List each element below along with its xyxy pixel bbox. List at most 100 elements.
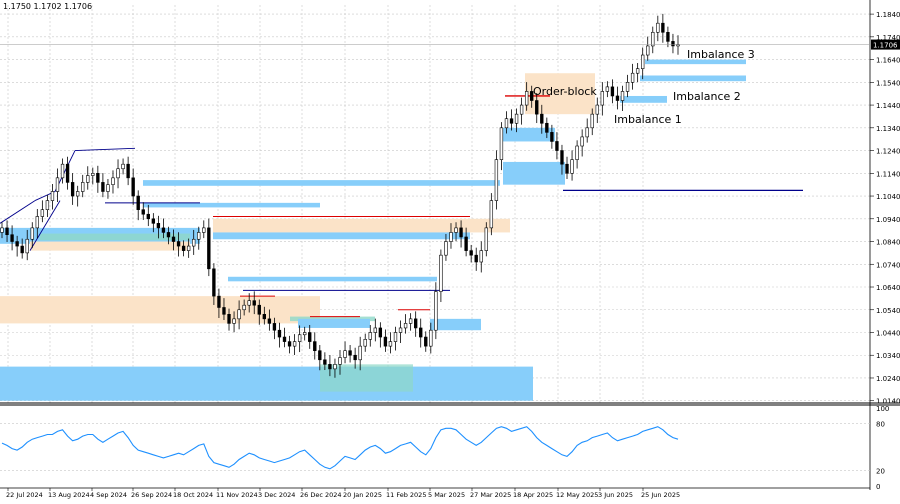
candle: [40, 200, 45, 223]
candle: [605, 81, 610, 98]
candle-body: [646, 45, 650, 56]
x-tick-label: 3 Dec 2024: [258, 491, 295, 499]
y-tick-label: 1.1140: [876, 170, 900, 178]
candle-body: [146, 213, 150, 220]
candle-body: [444, 241, 448, 256]
candle: [398, 320, 403, 343]
x-tick-label: 20 Jan 2025: [343, 491, 382, 499]
imbalance-zone: [228, 276, 437, 282]
candle: [217, 288, 221, 318]
candle: [252, 291, 256, 315]
candle-body: [560, 150, 564, 165]
candle-body: [661, 22, 665, 33]
y-tick-label: 1.1840: [876, 11, 900, 19]
candle-body: [171, 236, 176, 242]
candle: [91, 167, 95, 185]
candle: [454, 222, 458, 242]
candle-body: [610, 86, 615, 97]
candle-body: [86, 175, 90, 183]
x-tick-label: 25 Jun 2025: [641, 491, 680, 499]
candle: [585, 118, 589, 143]
trend-line: [74, 147, 136, 152]
candle-body: [454, 227, 458, 233]
candle: [449, 223, 453, 249]
candle-body: [545, 122, 549, 133]
candle-body: [333, 364, 337, 370]
candle-body: [0, 227, 4, 233]
y-tick-label: 1.1640: [876, 57, 900, 65]
candle-body: [303, 332, 307, 336]
candle: [641, 47, 645, 80]
x-tick-label: 4 Sep 2024: [90, 491, 127, 499]
candle: [333, 358, 337, 378]
candle-body: [262, 314, 267, 320]
candle-body: [434, 291, 438, 331]
candle: [646, 36, 650, 61]
candle-body: [313, 341, 317, 351]
candle: [257, 299, 261, 325]
candle-body: [565, 163, 569, 174]
candle: [126, 156, 130, 186]
candle: [323, 352, 327, 371]
candle-body: [202, 227, 206, 233]
rsi-tick-label: 20: [876, 467, 885, 475]
candle: [514, 108, 519, 133]
candle-body: [459, 227, 463, 238]
candle-body: [308, 332, 312, 342]
candle: [227, 308, 231, 331]
y-tick-label: 1.1740: [876, 34, 900, 42]
imbalance-zone: [143, 180, 500, 186]
candle: [81, 174, 85, 198]
candle: [65, 156, 70, 190]
candle: [30, 222, 34, 249]
x-tick-label: 11 Nov 2024: [216, 491, 258, 499]
candle: [590, 108, 594, 136]
candle-body: [651, 31, 655, 47]
candle-body: [217, 295, 221, 308]
y-tick-label: 1.0340: [876, 352, 900, 360]
candle: [70, 173, 75, 205]
candle: [509, 109, 514, 131]
candle-body: [166, 232, 171, 238]
candle-body: [641, 54, 645, 69]
candle-body: [136, 195, 140, 210]
candle: [212, 263, 216, 305]
candle: [328, 355, 332, 377]
x-tick-label: 3 Jun 2025: [598, 491, 633, 499]
imbalance-zone: [640, 75, 746, 82]
candle: [232, 311, 236, 333]
candle-body: [45, 200, 50, 210]
candle-body: [111, 177, 115, 185]
candle-body: [378, 327, 383, 338]
candle: [161, 218, 166, 239]
candle-body: [479, 250, 483, 263]
candle: [661, 13, 665, 43]
candle-body: [25, 238, 29, 254]
candle: [403, 314, 408, 334]
candle: [580, 129, 584, 157]
teal-zone: [40, 233, 190, 241]
candle: [75, 185, 80, 207]
candle: [141, 202, 145, 220]
candle-body: [10, 234, 14, 242]
candle-body: [287, 341, 292, 347]
candle: [156, 215, 161, 239]
current-price-value: 1.1706: [873, 42, 898, 50]
candle-body: [106, 184, 110, 192]
rsi-line: [1, 426, 679, 470]
candle: [595, 97, 599, 124]
candle-body: [494, 159, 499, 201]
candle: [378, 322, 383, 348]
imbalance-zone: [213, 232, 470, 240]
candle: [181, 240, 186, 257]
candle: [45, 194, 50, 217]
y-tick-label: 1.0840: [876, 239, 900, 247]
candle: [202, 220, 206, 239]
candle-body: [449, 232, 453, 242]
candle: [267, 309, 272, 331]
candle-body: [101, 182, 105, 192]
candle-body: [348, 350, 352, 356]
y-tick-label: 1.1040: [876, 193, 900, 201]
candle-body: [363, 339, 367, 347]
